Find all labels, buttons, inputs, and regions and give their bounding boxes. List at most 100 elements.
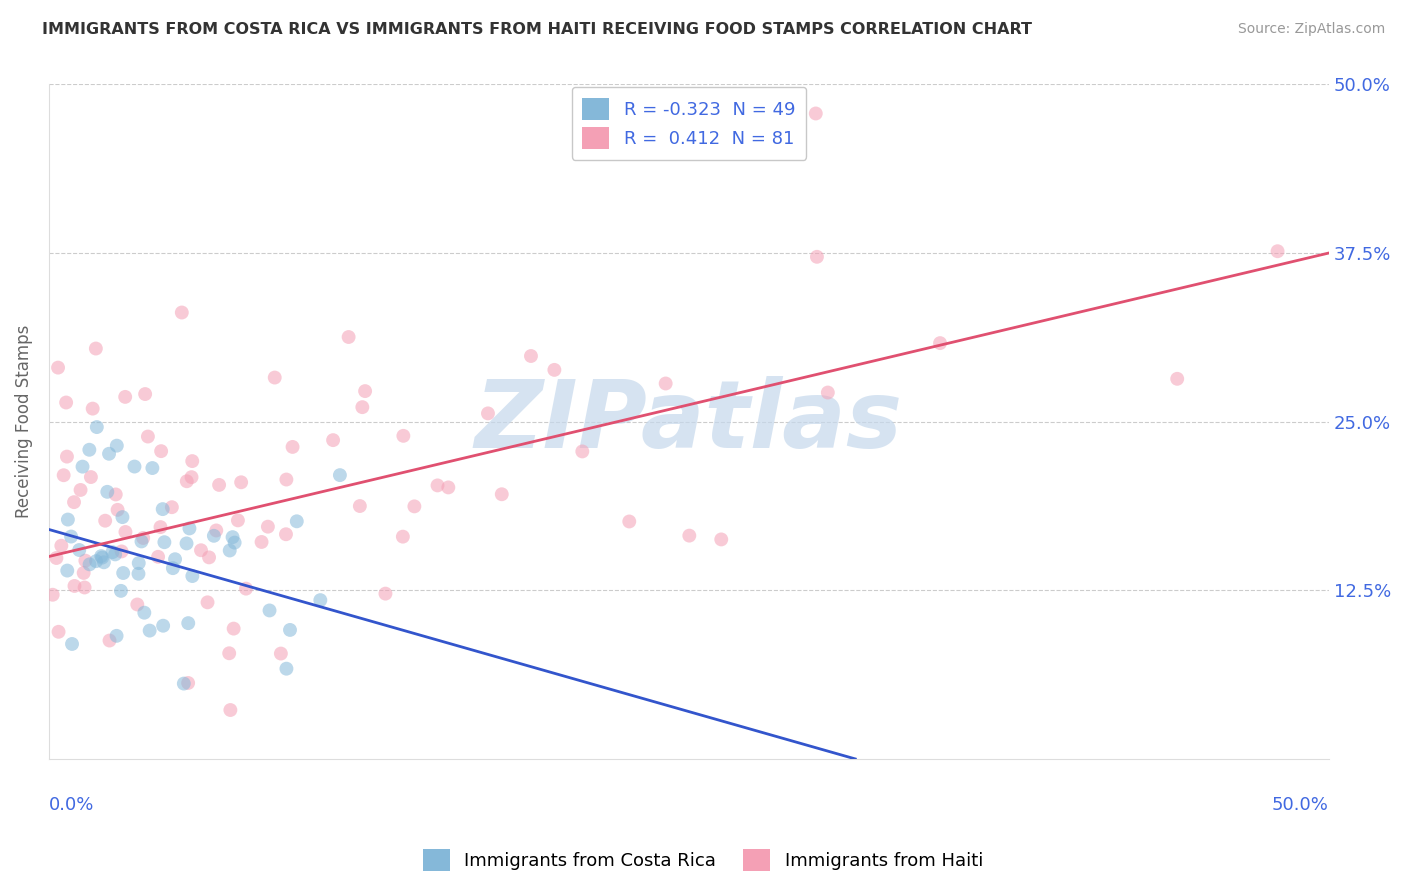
Point	[477, 406, 499, 420]
Point	[222, 622, 245, 636]
Point	[153, 535, 176, 549]
Point	[82, 401, 104, 416]
Text: IMMIGRANTS FROM COSTA RICA VS IMMIGRANTS FROM HAITI RECEIVING FOOD STAMPS CORREL: IMMIGRANTS FROM COSTA RICA VS IMMIGRANTS…	[42, 22, 1032, 37]
Point	[114, 390, 136, 404]
Point	[105, 629, 128, 643]
Point	[710, 533, 733, 547]
Point	[132, 531, 155, 545]
Point	[806, 250, 828, 264]
Point	[231, 475, 253, 490]
Point	[110, 583, 132, 598]
Point	[181, 454, 204, 468]
Point	[152, 618, 174, 632]
Point	[170, 305, 193, 319]
Point	[426, 478, 449, 492]
Point	[162, 561, 184, 575]
Legend: R = -0.323  N = 49, R =  0.412  N = 81: R = -0.323 N = 49, R = 0.412 N = 81	[571, 87, 806, 160]
Text: 50.0%: 50.0%	[1272, 796, 1329, 814]
Point	[202, 529, 225, 543]
Point	[73, 581, 96, 595]
Point	[619, 515, 641, 529]
Point	[177, 676, 200, 690]
Point	[392, 530, 415, 544]
Point	[263, 370, 285, 384]
Point	[134, 387, 156, 401]
Point	[235, 582, 257, 596]
Point	[107, 503, 129, 517]
Point	[1267, 244, 1289, 259]
Point	[270, 647, 292, 661]
Point	[124, 459, 146, 474]
Point	[146, 549, 169, 564]
Point	[250, 535, 273, 549]
Point	[60, 530, 83, 544]
Point	[84, 342, 107, 356]
Text: ZIPatlas: ZIPatlas	[475, 376, 903, 467]
Point	[278, 623, 301, 637]
Point	[180, 470, 202, 484]
Point	[176, 536, 198, 550]
Point	[69, 483, 91, 497]
Point	[392, 429, 415, 443]
Point	[176, 475, 198, 489]
Point	[804, 106, 827, 120]
Point	[131, 534, 153, 549]
Point	[374, 587, 396, 601]
Point	[96, 484, 118, 499]
Point	[179, 521, 201, 535]
Point	[98, 447, 121, 461]
Point	[75, 554, 97, 568]
Point	[352, 400, 374, 414]
Point	[111, 510, 134, 524]
Point	[136, 429, 159, 443]
Point	[141, 461, 163, 475]
Point	[84, 554, 107, 568]
Point	[322, 433, 344, 447]
Point	[79, 442, 101, 457]
Legend: Immigrants from Costa Rica, Immigrants from Haiti: Immigrants from Costa Rica, Immigrants f…	[416, 842, 990, 879]
Point	[276, 473, 298, 487]
Text: Source: ZipAtlas.com: Source: ZipAtlas.com	[1237, 22, 1385, 37]
Point	[678, 528, 700, 542]
Point	[929, 336, 952, 351]
Point	[56, 450, 79, 464]
Point	[208, 478, 231, 492]
Point	[205, 524, 228, 538]
Point	[67, 543, 90, 558]
Point	[128, 556, 150, 570]
Point	[177, 616, 200, 631]
Point	[337, 330, 360, 344]
Point	[224, 535, 246, 549]
Point	[79, 558, 101, 572]
Point	[56, 564, 79, 578]
Point	[90, 549, 112, 563]
Point	[437, 480, 460, 494]
Point	[257, 519, 280, 533]
Y-axis label: Receiving Food Stamps: Receiving Food Stamps	[15, 325, 32, 518]
Point	[329, 468, 352, 483]
Point	[105, 439, 128, 453]
Point	[101, 545, 124, 559]
Point	[281, 440, 304, 454]
Point	[112, 566, 135, 580]
Point	[221, 530, 243, 544]
Point	[56, 512, 79, 526]
Point	[110, 544, 132, 558]
Point	[51, 539, 73, 553]
Point	[48, 624, 70, 639]
Point	[114, 524, 136, 539]
Point	[491, 487, 513, 501]
Point	[127, 598, 149, 612]
Text: 0.0%: 0.0%	[49, 796, 94, 814]
Point	[41, 588, 63, 602]
Point	[150, 444, 173, 458]
Point	[104, 487, 127, 501]
Point	[543, 363, 565, 377]
Point	[98, 633, 121, 648]
Point	[46, 360, 69, 375]
Point	[354, 384, 377, 398]
Point	[1166, 372, 1188, 386]
Point	[349, 499, 371, 513]
Point	[152, 502, 174, 516]
Point	[404, 500, 426, 514]
